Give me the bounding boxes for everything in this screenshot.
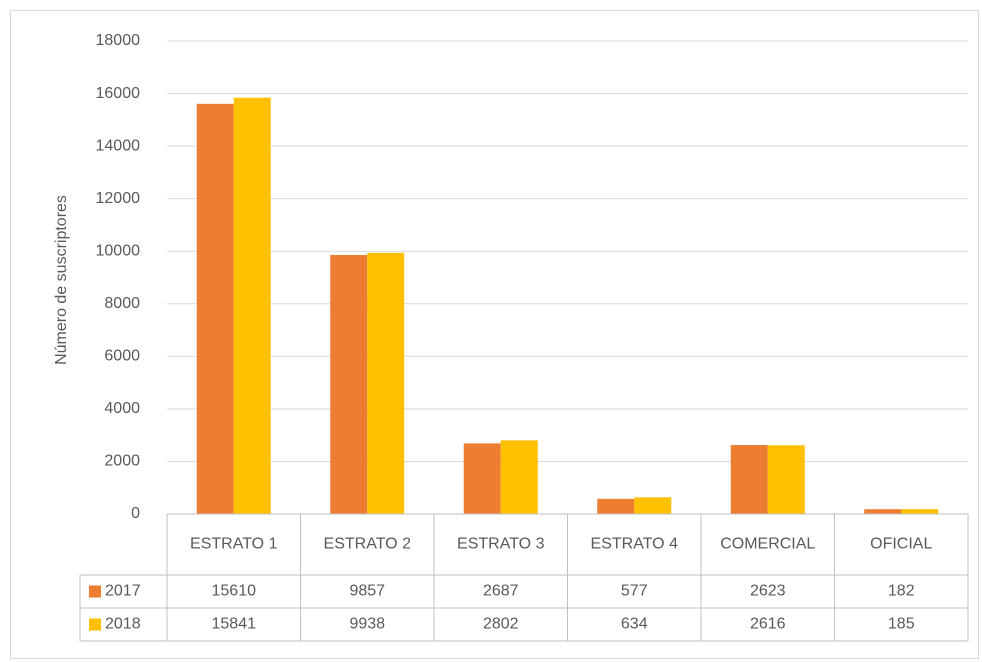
y-axis-label: Número de suscriptores xyxy=(53,195,70,365)
chart-border xyxy=(10,10,979,659)
table-cell: 634 xyxy=(621,616,648,633)
x-tick-label: ESTRATO 2 xyxy=(324,536,412,553)
y-tick-label: 14000 xyxy=(96,137,141,154)
bar xyxy=(463,443,501,514)
x-tick-label: COMERCIAL xyxy=(720,536,815,553)
bar xyxy=(330,254,368,514)
bar xyxy=(500,440,538,514)
legend-swatch xyxy=(89,585,101,598)
table-cell: 15610 xyxy=(212,583,257,600)
legend-label: 2017 xyxy=(105,583,141,600)
bar xyxy=(597,498,635,514)
y-tick-label: 2000 xyxy=(104,453,140,470)
x-tick-label: ESTRATO 4 xyxy=(591,536,679,553)
table-cell: 185 xyxy=(888,616,915,633)
y-tick-label: 0 xyxy=(131,505,140,522)
y-tick-label: 16000 xyxy=(96,85,141,102)
table-cell: 2623 xyxy=(750,583,786,600)
y-tick-label: 6000 xyxy=(104,348,140,365)
bar xyxy=(864,509,902,514)
table-cell: 15841 xyxy=(212,616,257,633)
bar xyxy=(767,445,805,514)
bar xyxy=(367,252,405,514)
table-cell: 2616 xyxy=(750,616,786,633)
table-cell: 182 xyxy=(888,583,915,600)
bar xyxy=(233,97,271,515)
bar xyxy=(901,509,939,514)
y-tick-label: 12000 xyxy=(96,190,141,207)
x-tick-label: ESTRATO 1 xyxy=(190,536,278,553)
y-tick-label: 8000 xyxy=(104,295,140,312)
y-tick-label: 18000 xyxy=(96,32,141,49)
x-tick-label: ESTRATO 3 xyxy=(457,536,545,553)
bar xyxy=(196,103,234,514)
bar xyxy=(634,497,672,514)
table-cell: 2687 xyxy=(483,583,519,600)
legend-label: 2018 xyxy=(105,616,141,633)
y-tick-label: 4000 xyxy=(104,400,140,417)
table-cell: 9857 xyxy=(349,583,385,600)
table-cell: 2802 xyxy=(483,616,519,633)
table-cell: 9938 xyxy=(349,616,385,633)
legend-swatch xyxy=(89,618,101,631)
bar xyxy=(730,445,768,514)
table-cell: 577 xyxy=(621,583,648,600)
x-tick-label: OFICIAL xyxy=(870,536,932,553)
y-tick-label: 10000 xyxy=(96,242,141,259)
